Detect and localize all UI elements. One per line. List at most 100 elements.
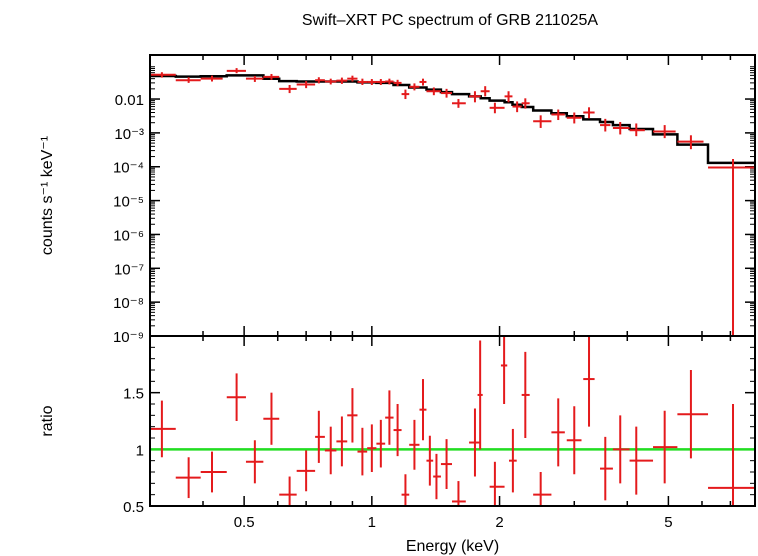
- ratio-data-point: [347, 388, 358, 443]
- spectrum-data-point: [551, 109, 565, 121]
- spectrum-data-point: [315, 77, 325, 84]
- spectrum-data-point: [583, 107, 595, 119]
- x-tick-label: 5: [664, 514, 672, 531]
- ratio-data-point: [452, 481, 466, 506]
- ratio-data-point: [419, 379, 427, 441]
- ratio-data-point: [226, 373, 246, 421]
- ratio-data-point: [551, 398, 565, 467]
- spectrum-data-point: [533, 115, 552, 128]
- ratio-data-point: [279, 476, 297, 506]
- ratio-data-point: [150, 400, 176, 458]
- spectrum-data-point: [385, 78, 394, 85]
- ratio-data-point: [500, 336, 508, 404]
- ratio-y-tick-label: 1: [136, 442, 144, 459]
- spectrum-data-point: [367, 79, 377, 85]
- x-tick-label: 0.5: [234, 514, 255, 531]
- ratio-data-point: [477, 340, 483, 450]
- spectrum-data-point: [480, 86, 490, 97]
- ratio-data-point: [296, 450, 316, 492]
- spectrum-ticks: [149, 55, 756, 337]
- ratio-data-point: [612, 415, 630, 484]
- spectrum-data-point: [653, 125, 676, 139]
- spectrum-data-point: [200, 75, 223, 82]
- ratio-data-point: [677, 370, 709, 459]
- ratio-data-point: [489, 461, 505, 506]
- spectrum-data-points: [150, 68, 755, 336]
- spectrum-data-point: [409, 83, 420, 91]
- ratio-data-point: [629, 426, 654, 495]
- spectrum-data-point: [469, 91, 481, 103]
- ratio-data-point: [566, 406, 582, 475]
- spectrum-data-point: [612, 121, 630, 135]
- ratio-data-point: [357, 427, 368, 476]
- y-tick-label: 10⁻⁹: [113, 329, 144, 346]
- ratio-y-tick-labels: 0.5 1 1.5: [123, 386, 144, 516]
- ratio-data-point: [409, 419, 420, 470]
- spectrum-data-point: [419, 78, 427, 86]
- y-tick-label: 10⁻⁴: [113, 160, 144, 177]
- ratio-data-point: [508, 428, 517, 493]
- ratio-y-tick-label: 0.5: [123, 499, 144, 516]
- spectrum-data-point: [175, 77, 201, 83]
- ratio-data-point: [385, 390, 394, 445]
- ratio-data-point: [521, 351, 530, 438]
- ratio-data-point: [393, 404, 402, 457]
- ratio-data-point: [600, 436, 613, 501]
- y-tick-label: 0.01: [115, 92, 144, 109]
- ratio-data-point: [367, 424, 377, 472]
- ratio-data-point: [469, 408, 481, 477]
- spectrum-data-point: [376, 79, 386, 85]
- ratio-data-point: [175, 457, 201, 499]
- spectrum-data-point: [401, 89, 410, 100]
- y-tick-label: 10⁻⁷: [114, 261, 144, 278]
- ratio-data-point: [401, 474, 410, 506]
- x-tick-label: 2: [495, 514, 503, 531]
- spectrum-data-point: [504, 91, 513, 103]
- spectrum-data-point: [600, 118, 611, 132]
- spectrum-data-point: [440, 88, 453, 98]
- ratio-data-point: [376, 419, 386, 468]
- spectrum-data-point: [489, 102, 505, 114]
- model-step-line: [150, 74, 755, 165]
- ratio-data-points: [150, 336, 755, 506]
- ratio-data-point: [583, 336, 595, 427]
- spectrum-data-point: [452, 99, 466, 108]
- model-curve: [150, 74, 755, 165]
- y-tick-label: 10⁻⁸: [113, 295, 144, 312]
- spectrum-data-point: [357, 78, 368, 85]
- y-axis-label-ratio: ratio: [39, 405, 56, 436]
- ratio-y-tick-label: 1.5: [123, 386, 144, 403]
- ratio-data-point: [200, 451, 227, 493]
- spectrum-data-point: [324, 78, 337, 85]
- spectrum-data-point: [336, 77, 348, 84]
- y-tick-label: 10⁻³: [114, 126, 144, 143]
- ratio-data-point: [245, 440, 264, 484]
- spectrum-data-point: [347, 75, 358, 82]
- spectrum-data-point: [566, 112, 582, 124]
- y-axis-label-counts: counts s⁻¹ keV⁻¹: [39, 136, 56, 255]
- spectrum-data-point: [263, 73, 280, 80]
- ratio-data-point: [263, 392, 280, 445]
- spectrum-data-point: [279, 84, 297, 94]
- spectrum-y-tick-labels: 0.01 10⁻³ 10⁻⁴ 10⁻⁵ 10⁻⁶ 10⁻⁷ 10⁻⁸ 10⁻⁹: [113, 92, 144, 346]
- ratio-data-point: [336, 416, 348, 467]
- spectrum-data-point: [245, 75, 264, 82]
- ratio-panel: 0.5 1 1.5 0.5 1 2 5 ratio Energy (keV): [39, 335, 756, 555]
- x-tick-labels: 0.5 1 2 5: [234, 514, 673, 531]
- ratio-data-point: [433, 453, 441, 500]
- ratio-data-point: [653, 410, 678, 484]
- spectrum-panel: 0.01 10⁻³ 10⁻⁴ 10⁻⁵ 10⁻⁶ 10⁻⁷ 10⁻⁸ 10⁻⁹ counts …: [39, 54, 756, 346]
- ratio-data-point: [426, 435, 434, 486]
- x-tick-label: 1: [368, 514, 376, 531]
- ratio-data-point: [708, 404, 755, 506]
- spectrum-data-point: [393, 79, 402, 87]
- spectrum-data-point: [521, 98, 530, 109]
- y-tick-label: 10⁻⁵: [113, 194, 144, 211]
- x-axis-label-energy: Energy (keV): [406, 538, 499, 555]
- spectrum-data-point: [150, 72, 176, 78]
- spectrum-data-point: [629, 123, 645, 137]
- spectrum-data-point: [226, 68, 246, 74]
- y-tick-label: 10⁻⁶: [113, 227, 144, 244]
- ratio-data-point: [324, 426, 337, 475]
